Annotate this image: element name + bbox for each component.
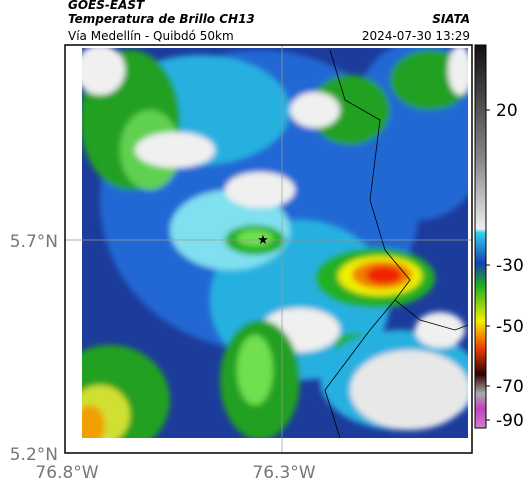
colorbar-label: -50 (496, 317, 524, 337)
map-frame (64, 44, 473, 454)
coastline (324, 49, 468, 438)
lat-label: 5.2°N (10, 445, 58, 465)
satellite-image (82, 48, 468, 438)
lon-label: 76.3°W (252, 463, 315, 483)
colorbar-label: -90 (496, 411, 524, 431)
title: GOES-EAST (68, 0, 145, 12)
lat-label: 5.7°N (10, 232, 58, 252)
colorbar (474, 44, 487, 429)
source: SIATA (432, 12, 470, 26)
subtitle: Temperatura de Brillo CH13 (68, 12, 255, 26)
region: Vía Medellín - Quibdó 50km (68, 29, 234, 43)
colorbar-label: -30 (496, 256, 524, 276)
lon-label: 76.8°W (35, 463, 98, 483)
colorbar-label: -70 (496, 377, 524, 397)
star-marker: ★ (257, 233, 269, 248)
colorbar-label: 20 (496, 101, 518, 121)
datetime: 2024-07-30 13:29 (362, 29, 470, 43)
colorbar-ticks (486, 109, 490, 421)
